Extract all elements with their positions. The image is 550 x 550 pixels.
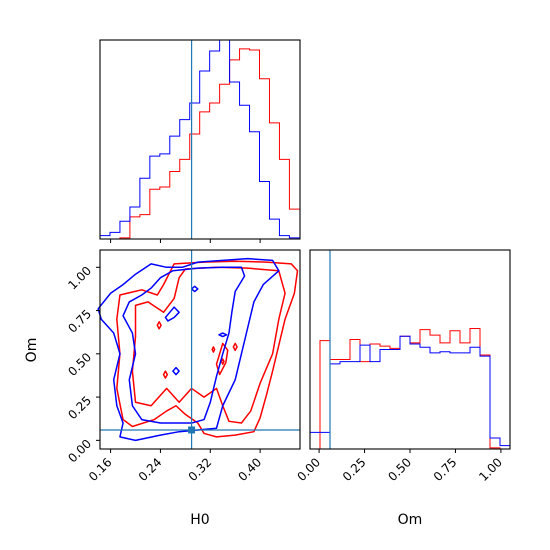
h0-hist-series-0 — [100, 48, 301, 240]
joint-contour-0-3 — [156, 321, 162, 330]
joint-contour-1-1 — [122, 266, 246, 424]
joint-contour-1-4 — [172, 366, 180, 376]
joint-contour-1-2 — [164, 306, 180, 322]
om-hist-series-1 — [309, 335, 511, 449]
h0-hist-plot-area — [99, 39, 301, 240]
om-hist-plot-area — [309, 250, 511, 450]
joint-contour-0-1 — [131, 266, 286, 424]
joint-truth-marker — [188, 426, 196, 434]
joint-contour-0-4 — [162, 370, 169, 379]
h0-hist-series-1 — [99, 39, 301, 239]
joint-contour-1-5 — [218, 332, 228, 338]
joint-contour-0-2 — [215, 342, 229, 376]
h0-marginal-panel — [99, 39, 301, 243]
y-axis-label-om: Om — [24, 338, 40, 363]
joint-frame — [99, 249, 301, 450]
joint-contour-0-5 — [211, 346, 216, 353]
joint-contour-1-0 — [97, 257, 280, 442]
joint-contour-0-0 — [116, 260, 299, 438]
joint-contour-0-7 — [232, 342, 238, 352]
joint-contour-1-3 — [190, 285, 199, 293]
h0-hist-frame — [99, 39, 301, 240]
joint-plot-area — [97, 250, 300, 449]
joint-contour-0-6 — [220, 358, 225, 365]
h0-hist-ticks — [110, 239, 261, 243]
x-axis-label-h0: H0 — [190, 512, 209, 528]
x-axis-label-om: Om — [398, 512, 423, 528]
